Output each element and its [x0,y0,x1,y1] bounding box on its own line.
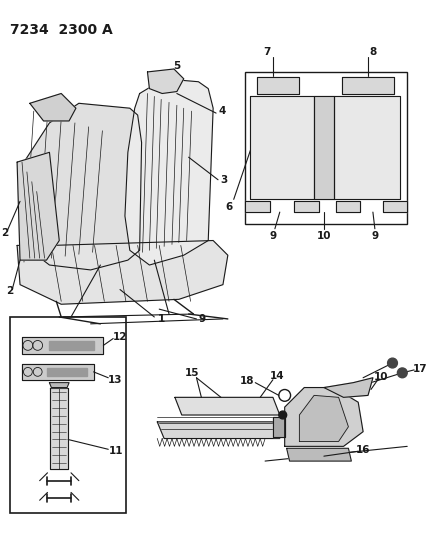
Text: 5: 5 [173,61,181,71]
Polygon shape [48,368,87,376]
Polygon shape [324,378,373,397]
Text: 15: 15 [184,368,199,378]
Text: 2: 2 [6,287,13,296]
Text: 18: 18 [240,376,255,386]
Polygon shape [294,201,319,212]
Polygon shape [250,96,314,199]
Polygon shape [300,395,348,441]
Text: 16: 16 [356,445,370,455]
Bar [246,72,407,224]
Text: 9: 9 [372,231,378,240]
Polygon shape [383,201,407,212]
Text: 9: 9 [269,231,276,240]
Circle shape [388,358,398,368]
Text: 7234  2300 A: 7234 2300 A [10,23,113,37]
Text: 14: 14 [270,371,284,381]
Polygon shape [285,387,363,446]
Text: 10: 10 [374,372,388,382]
Text: 11: 11 [109,446,123,456]
Polygon shape [22,364,94,379]
Polygon shape [314,96,334,199]
Polygon shape [273,417,285,437]
Polygon shape [17,152,59,260]
Polygon shape [175,397,280,415]
Polygon shape [125,79,213,265]
Text: 6: 6 [225,202,232,212]
Polygon shape [257,77,300,93]
Polygon shape [30,93,76,121]
Circle shape [398,368,407,378]
Text: 10: 10 [317,231,331,240]
Polygon shape [148,69,184,93]
Circle shape [279,411,287,419]
Polygon shape [342,77,395,93]
Polygon shape [334,96,400,199]
Polygon shape [17,240,228,304]
Polygon shape [157,422,280,439]
Polygon shape [287,448,351,461]
Text: 7: 7 [263,47,271,58]
Text: 3: 3 [220,175,228,185]
Text: 9: 9 [199,314,206,324]
Text: 17: 17 [413,364,427,374]
Text: 12: 12 [113,332,127,342]
Polygon shape [50,383,69,387]
Polygon shape [50,341,94,350]
Text: 2: 2 [1,228,8,238]
Text: 13: 13 [108,375,122,385]
Text: 4: 4 [218,106,226,116]
Text: 8: 8 [369,47,377,58]
Text: 1: 1 [158,314,165,324]
Polygon shape [22,103,142,270]
Bar [10,317,126,513]
Polygon shape [246,201,270,212]
Polygon shape [22,336,103,354]
Polygon shape [51,387,68,469]
Polygon shape [336,201,360,212]
